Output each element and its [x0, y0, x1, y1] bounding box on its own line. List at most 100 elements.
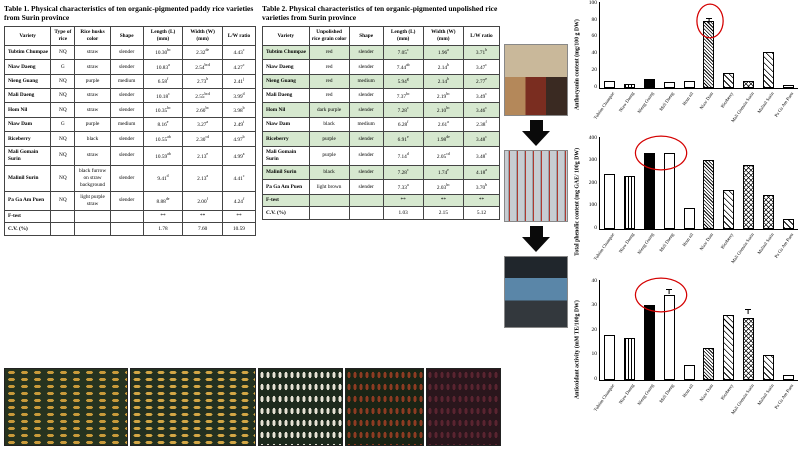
y-tick-label: 0 [594, 224, 597, 231]
value-cell: 2.13a [182, 164, 223, 192]
value-cell: 3.27a [182, 116, 223, 133]
value-cell: ** [182, 209, 223, 224]
value-cell: 3.47c [462, 59, 501, 75]
x-tick-label: Mali Daeng [658, 232, 675, 253]
table-row: Mali Daeng red slender 7.37bc 2.19bc 3.49c [262, 88, 501, 104]
table2-section: Table 2. Physical characteristics of ten… [262, 4, 501, 220]
column-header: Variety [3, 25, 52, 46]
red-rice-photo [344, 368, 425, 446]
column-header: Width (W) (mm) [422, 25, 464, 46]
y-tick-labels: 100 80 60 40 20 0 [585, 0, 599, 90]
variety-cell: Pa Ga Am Puen [262, 179, 310, 195]
plot-area [599, 277, 798, 381]
bar-slot [719, 137, 739, 229]
value-cell: 2.03bc [422, 179, 464, 195]
table-row: Mali Gomain Surin purple slender 7.14d 2.05c… [262, 145, 501, 166]
grain-photos-strip [4, 368, 501, 446]
y-tick-label: 300 [588, 157, 597, 164]
value-cell: 6.28f [382, 116, 424, 133]
column-header: Rice husks color [74, 25, 111, 46]
table-row: Riceberry NQ black slender 10.55ab 2.30cd 4.97… [3, 131, 257, 147]
bar-slot [679, 2, 699, 88]
table-row: Pa Ga Am Puen light brown slender 7.33a 2.03… [262, 179, 501, 195]
value-cell [109, 222, 144, 237]
value-cell: 2.41j [221, 73, 257, 90]
value-cell: red [308, 44, 350, 61]
table-row: Tubtim Chumpae NQ straw slender 10.30bc 2.32d… [3, 44, 257, 61]
chart-bar [683, 365, 695, 380]
value-cell: 4.43c [221, 44, 257, 61]
antioxidant-chart: Antioxidant activity (mM TE/100g DW) 40 3… [570, 277, 798, 419]
value-cell: 7.37bc [382, 88, 424, 104]
chart-bar [604, 335, 616, 380]
value-cell: medium [348, 116, 384, 133]
value-cell: 3.99d [221, 88, 257, 104]
bar-slot [640, 137, 660, 229]
x-tick-label: Niaw Daeng [617, 232, 635, 254]
chart-bar [742, 81, 754, 88]
value-cell: light brown [308, 179, 350, 195]
value-cell [308, 206, 350, 220]
value-cell: 7.05c [382, 44, 424, 61]
value-cell: straw [74, 59, 111, 75]
value-cell: 6.91e [382, 131, 424, 147]
value-cell: 2.73b [182, 73, 223, 90]
x-tick-label: Malinil Surin [756, 232, 775, 256]
bar-slot [679, 137, 699, 229]
y-tick-label: 40 [591, 50, 598, 57]
value-cell: slender [348, 59, 384, 75]
table-row: Mali Gomain Surin NQ straw slender 10.59ab 2.… [3, 145, 257, 166]
table1-header-row: Variety Type of rice Rice husks color Shape… [3, 25, 257, 46]
plot-area [599, 2, 798, 89]
variety-cell: C.V. (%) [262, 206, 310, 220]
value-cell: 2.14b [422, 73, 464, 90]
chart-bar [762, 355, 774, 380]
value-cell [74, 222, 111, 237]
y-axis-title: Total phenolic content (mg GAE/ 100g DW) [574, 148, 581, 257]
x-tick-label: Nieng Guang [636, 232, 655, 256]
value-cell: slender [348, 102, 384, 118]
column-header: Type of rice [50, 25, 76, 46]
chart-bar [683, 208, 695, 229]
x-tick-label: Nieng Guang [636, 91, 655, 115]
value-cell: 1.98de [422, 131, 464, 147]
value-cell: NQ [50, 73, 76, 90]
value-cell: 10.30bc [142, 44, 184, 61]
column-header: Length (L) (mm) [142, 25, 184, 46]
table-row: Riceberry purple slender 6.91e 1.98de 3.48c [262, 131, 501, 147]
bar-slot [699, 137, 719, 229]
value-cell: slender [348, 88, 384, 104]
value-cell: 5.12 [462, 206, 501, 220]
value-cell: 2.19bc [422, 88, 464, 104]
table-row: Tubtim Chumpae red slender 7.05c 1.96a 3.71b [262, 44, 501, 61]
bar-slot [719, 2, 739, 88]
bar-slot [620, 280, 640, 380]
value-cell: 2.14b [422, 59, 464, 75]
chart-bar [703, 20, 715, 88]
value-cell: slender [109, 164, 144, 192]
value-cell: 2.00f [182, 190, 223, 211]
table1-section: Table 1. Physical characteristics of ten… [3, 4, 257, 237]
chart-bar [683, 81, 695, 88]
x-tick-labels: Tubtim Chumpae Niaw Daeng Nieng Guang Mali … [593, 89, 798, 127]
value-cell: straw [74, 102, 111, 118]
y-axis-title: Antioxidant activity (mM TE/100g DW) [574, 300, 581, 399]
y-tick-label: 60 [591, 33, 598, 40]
variety-cell: F-test [262, 193, 310, 208]
chart-bar [643, 153, 655, 229]
value-cell [74, 209, 111, 224]
y-tick-label: 400 [588, 135, 597, 141]
value-cell: 3.71b [462, 44, 501, 61]
value-cell: purple [74, 116, 111, 133]
chart-bar [643, 305, 655, 380]
bar-slot [699, 2, 719, 88]
y-tick-labels: 400 300 200 100 0 [585, 135, 599, 231]
x-tick-labels: Tubtim Chumpae Niaw Daeng Nieng Guang Mali … [593, 230, 798, 268]
chart-bar [604, 173, 616, 229]
table-row: Nieng Guang NQ purple medium 6.58f 2.73b 2.41j [3, 73, 257, 90]
value-cell: slender [109, 190, 144, 211]
value-cell: 2.30cd [182, 131, 223, 147]
x-tick-label: Hom nil [681, 232, 695, 248]
lab-instrument-photo [504, 256, 568, 328]
chart-bar [643, 79, 655, 88]
